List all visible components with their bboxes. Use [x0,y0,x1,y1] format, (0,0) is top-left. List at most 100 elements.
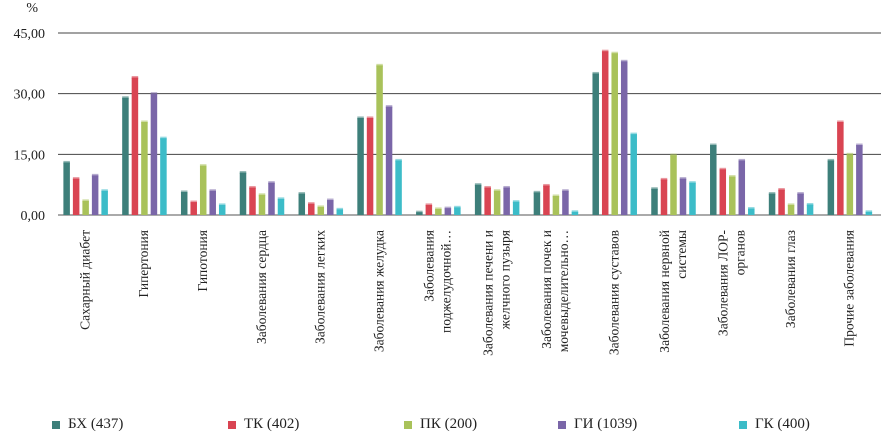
bar-cap [797,192,804,196]
bar-cap [150,92,158,96]
bar [571,211,579,215]
bar [748,208,755,215]
bar-cap [395,158,402,162]
legend-swatch [52,420,60,429]
legend-item: БХ (437) [52,416,123,433]
x-tick-label-line: поджелудочной… [439,230,454,333]
bar [778,189,785,215]
bar [474,184,482,215]
bar-cap [308,202,315,206]
bar-cap [327,198,334,202]
bar-cap [689,181,696,185]
bar [82,200,89,215]
bar [150,93,158,215]
x-tick-label: Заболевания желудка [371,230,386,352]
bar [533,192,541,215]
bar [846,154,854,215]
bar-cap [679,177,687,181]
y-tick-label: 0,00 [21,209,46,224]
x-tick-label: Заболевания глаз [783,230,798,328]
x-tick-label: Заболевания поджелудочной… [422,230,454,333]
legend-swatch [558,420,566,429]
bar-cap [710,143,717,147]
bar [298,193,306,215]
bar [611,53,618,215]
y-tick-label: 15,00 [14,148,46,163]
bar-cap [865,210,873,214]
bar [327,200,334,215]
x-tick-label: Заболевания печени и желчного пузыря [480,230,512,356]
bar [660,179,668,215]
bar [679,178,687,215]
bar-cap [357,116,364,120]
bar-cap [630,132,637,136]
bar-cap [199,164,207,168]
bar [806,204,814,215]
bar [719,169,727,215]
bar-cap [670,153,677,157]
bar-cap [651,187,658,191]
bar [317,206,325,215]
bar-cap [454,205,461,209]
bar-cap [837,120,844,124]
legend-item: ГК (400) [739,416,810,433]
bar [190,202,197,215]
bar [729,176,736,215]
x-tick-label: Прочие заболевания [842,230,857,347]
x-tick-label-line: Заболевания почек и [539,230,554,349]
bar [209,190,216,215]
bar [552,195,560,215]
bar [395,160,402,215]
x-tick-label-line: Сахарный диабет [77,230,92,330]
x-tick-label: Заболевания нервной системы [657,230,689,353]
y-axis-ticks: 0,00 15,00 30,00 45,00 [14,27,46,224]
bar-cap [738,158,746,162]
bar-cap [543,183,550,187]
x-tick-label: Гипотония [195,230,210,291]
bar-cap [277,197,285,201]
bar-cap [190,200,197,204]
bar-cap [474,183,482,187]
legend-item: ТК (402) [228,416,299,433]
bar [336,209,344,215]
bar-cap [160,136,167,140]
bar-cap [63,160,70,164]
x-tick-label-line: органов [733,230,748,275]
bar-cap [435,207,442,211]
bar [512,201,520,215]
bar-cap [806,202,814,206]
bar-cap [268,181,275,185]
bar [837,121,844,215]
bar [454,207,461,215]
x-tick-label-line: Гипотония [195,230,210,291]
bar-cap [298,192,306,196]
bar [249,187,256,215]
bar-cap [180,190,188,194]
bar-cap [856,143,863,147]
legend-item: ПК (200) [404,416,477,433]
bar-cap [846,152,854,156]
bar-cap [366,116,374,120]
bar [670,155,677,215]
bar [308,203,315,215]
x-tick-label: Заболевания почек и мочевыделительно… [539,230,571,352]
bar [592,73,599,215]
bar [493,190,501,215]
bar-cap [533,190,541,194]
bar-cap [601,49,609,53]
bar-cap [91,173,99,177]
x-tick-label-line: системы [674,230,689,279]
bar-cap [425,203,433,207]
bar-cap [131,75,139,79]
x-tick-label: Гипертония [136,230,151,297]
x-tick-label-line: Заболевания ЛОР- [716,230,731,337]
legend-label: БХ (437) [68,416,124,432]
bar-cap [336,207,344,211]
legend-item: ГИ (1039) [558,416,637,433]
bar-cap [512,200,520,204]
x-tick-label-line: Заболевания [422,230,437,302]
x-tick-label-line: Прочие заболевания [842,230,857,347]
bar-cap [376,63,383,67]
bar [376,65,383,215]
legend-swatch [228,420,236,429]
